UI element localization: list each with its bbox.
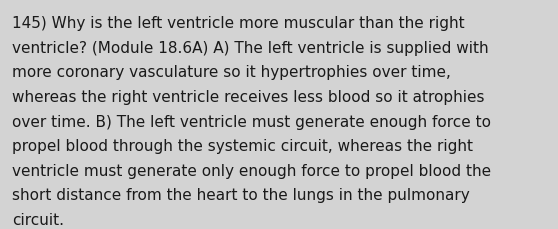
Text: whereas the right ventricle receives less blood so it atrophies: whereas the right ventricle receives les… bbox=[12, 90, 485, 104]
Text: ventricle must generate only enough force to propel blood the: ventricle must generate only enough forc… bbox=[12, 163, 492, 178]
Text: circuit.: circuit. bbox=[12, 212, 64, 227]
Text: ventricle? (Module 18.6A) A) The left ventricle is supplied with: ventricle? (Module 18.6A) A) The left ve… bbox=[12, 41, 489, 55]
Text: 145) Why is the left ventricle more muscular than the right: 145) Why is the left ventricle more musc… bbox=[12, 16, 465, 31]
Text: more coronary vasculature so it hypertrophies over time,: more coronary vasculature so it hypertro… bbox=[12, 65, 451, 80]
Text: propel blood through the systemic circuit, whereas the right: propel blood through the systemic circui… bbox=[12, 139, 473, 153]
Text: over time. B) The left ventricle must generate enough force to: over time. B) The left ventricle must ge… bbox=[12, 114, 491, 129]
Text: short distance from the heart to the lungs in the pulmonary: short distance from the heart to the lun… bbox=[12, 188, 470, 202]
